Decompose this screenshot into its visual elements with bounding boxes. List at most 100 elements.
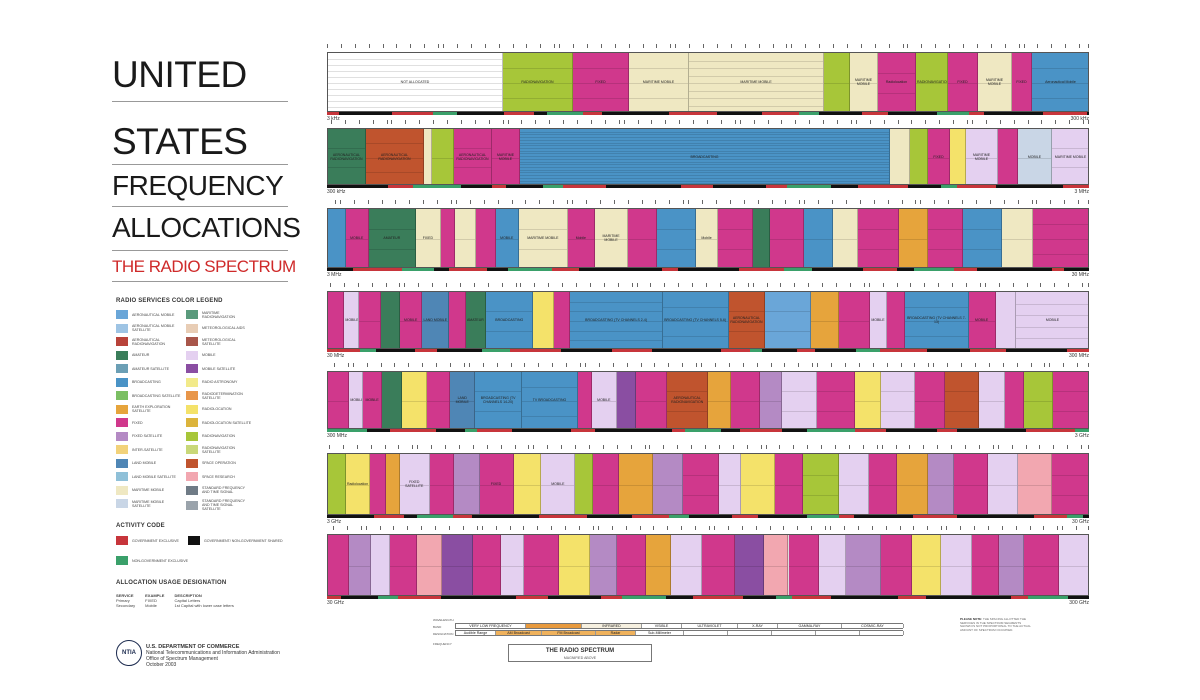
activity-code-segment (477, 429, 512, 432)
tick-mark (410, 44, 411, 48)
activity-code-segment (612, 349, 652, 352)
tick-mark (617, 445, 618, 449)
overview-use: Audible Range (456, 631, 496, 635)
allocation-segment (752, 209, 771, 267)
activity-code-segment (467, 596, 516, 599)
legend-heading: RADIO SERVICES COLOR LEGEND (116, 298, 223, 304)
activity-heading: ACTIVITY CODE (116, 523, 165, 529)
segment-divider (839, 321, 870, 322)
tick-mark (909, 445, 910, 449)
tick-mark (858, 526, 859, 530)
activity-code-segment (787, 185, 831, 188)
segment-divider (513, 485, 541, 486)
allocation-segment (910, 129, 928, 184)
usage-header-row: SERVICE EXAMPLE DESCRIPTION (116, 593, 244, 598)
tick-mark (482, 526, 483, 530)
tick-mark (565, 526, 566, 530)
activity-code-segment (632, 185, 681, 188)
allocation-segment (401, 372, 427, 428)
allocation-segment (1033, 209, 1088, 267)
tick-mark (886, 526, 887, 530)
activity-code-segment (516, 596, 548, 599)
segment-divider (358, 321, 381, 322)
tick-mark (759, 44, 760, 48)
allocation-segment (683, 454, 719, 514)
activity-code-segment (685, 429, 721, 432)
tick-mark (587, 44, 588, 48)
tick-mark (563, 120, 564, 124)
segment-divider (878, 93, 915, 94)
activity-code-segment (378, 596, 398, 599)
segment-label: FIXED (595, 80, 606, 84)
legend-label: RADIONAVIGATION (202, 434, 236, 438)
segment-divider (944, 391, 979, 392)
legend-swatch (116, 391, 128, 400)
tick-mark (631, 445, 632, 449)
tick-mark (728, 526, 729, 530)
allocation-segment: FIXED (948, 53, 978, 111)
allocation-segment (760, 372, 782, 428)
tick-mark (887, 363, 888, 367)
tick-mark (549, 120, 550, 124)
overview-band: VERY LOW FREQUENCY (456, 624, 526, 628)
allocation-segment (855, 372, 881, 428)
ntia-logo: NTIA (116, 640, 142, 666)
allocation-segment (575, 454, 594, 514)
allocation-segment (385, 454, 400, 514)
allocation-segment (708, 372, 732, 428)
activity-code-segment (492, 185, 506, 188)
tick-mark (642, 200, 643, 204)
allocation-segment: Mobile (696, 209, 718, 267)
legend-item: STANDARD FREQUENCY AND TIME SIGNAL SATEL… (186, 499, 252, 511)
tick-mark (367, 363, 368, 367)
tick-mark (366, 526, 367, 530)
segment-divider (928, 485, 954, 486)
segment-divider (520, 178, 889, 179)
allocation-segment (765, 292, 811, 348)
tick-mark (786, 44, 787, 48)
allocation-segment (653, 454, 684, 514)
tick-mark (961, 363, 962, 367)
legend-item: RADIOLOCATION (186, 404, 252, 414)
tick-mark (459, 445, 460, 449)
tick-mark (1003, 363, 1004, 367)
segment-divider (963, 249, 1002, 250)
legend-label: MOBILE (202, 353, 216, 357)
agency-department: U.S. DEPARTMENT OF COMMERCE (146, 644, 240, 650)
segment-divider (765, 331, 810, 332)
agency-name: National Telecommunications and Informat… (146, 650, 280, 656)
segment-divider (810, 321, 839, 322)
allocation-segment: MARITIME MOBILE (518, 209, 568, 267)
agency-block: U.S. DEPARTMENT OF COMMERCE National Tel… (146, 644, 280, 668)
legend-swatch (116, 418, 128, 427)
allocation-segment: AERONAUTICAL RADIONAVIGATION (328, 129, 366, 184)
tick-mark (586, 200, 587, 204)
tick-mark (474, 283, 475, 287)
tick-mark (709, 526, 710, 530)
tick-mark (869, 283, 870, 287)
segment-divider (521, 401, 578, 402)
tick-mark (405, 120, 406, 124)
activity-code-segment (957, 349, 970, 352)
tick-mark (1044, 363, 1045, 367)
allocation-segment (348, 535, 372, 595)
tick-mark (688, 200, 689, 204)
tick-mark (825, 526, 826, 530)
allocation-segment (838, 454, 869, 514)
activity-code-segment (892, 515, 913, 518)
allocation-segment: MOBILE (541, 454, 576, 514)
segment-divider (963, 229, 1002, 230)
legend-item: RADIOLOCATION SATELLITE (186, 418, 252, 427)
allocation-segment: TV BROADCASTING (521, 372, 579, 428)
segment-divider (816, 411, 855, 412)
tick-mark (719, 445, 720, 449)
segment-divider (416, 566, 441, 567)
allocation-segment: MARITIME MOBILE (850, 53, 878, 111)
tick-mark (391, 120, 392, 124)
allocation-segment (524, 535, 560, 595)
segment-divider (781, 391, 816, 392)
overview-band: COSMIC-RAY (842, 624, 904, 628)
activity-code-segment (681, 185, 713, 188)
segment-divider (717, 249, 752, 250)
segment-divider (570, 321, 662, 322)
